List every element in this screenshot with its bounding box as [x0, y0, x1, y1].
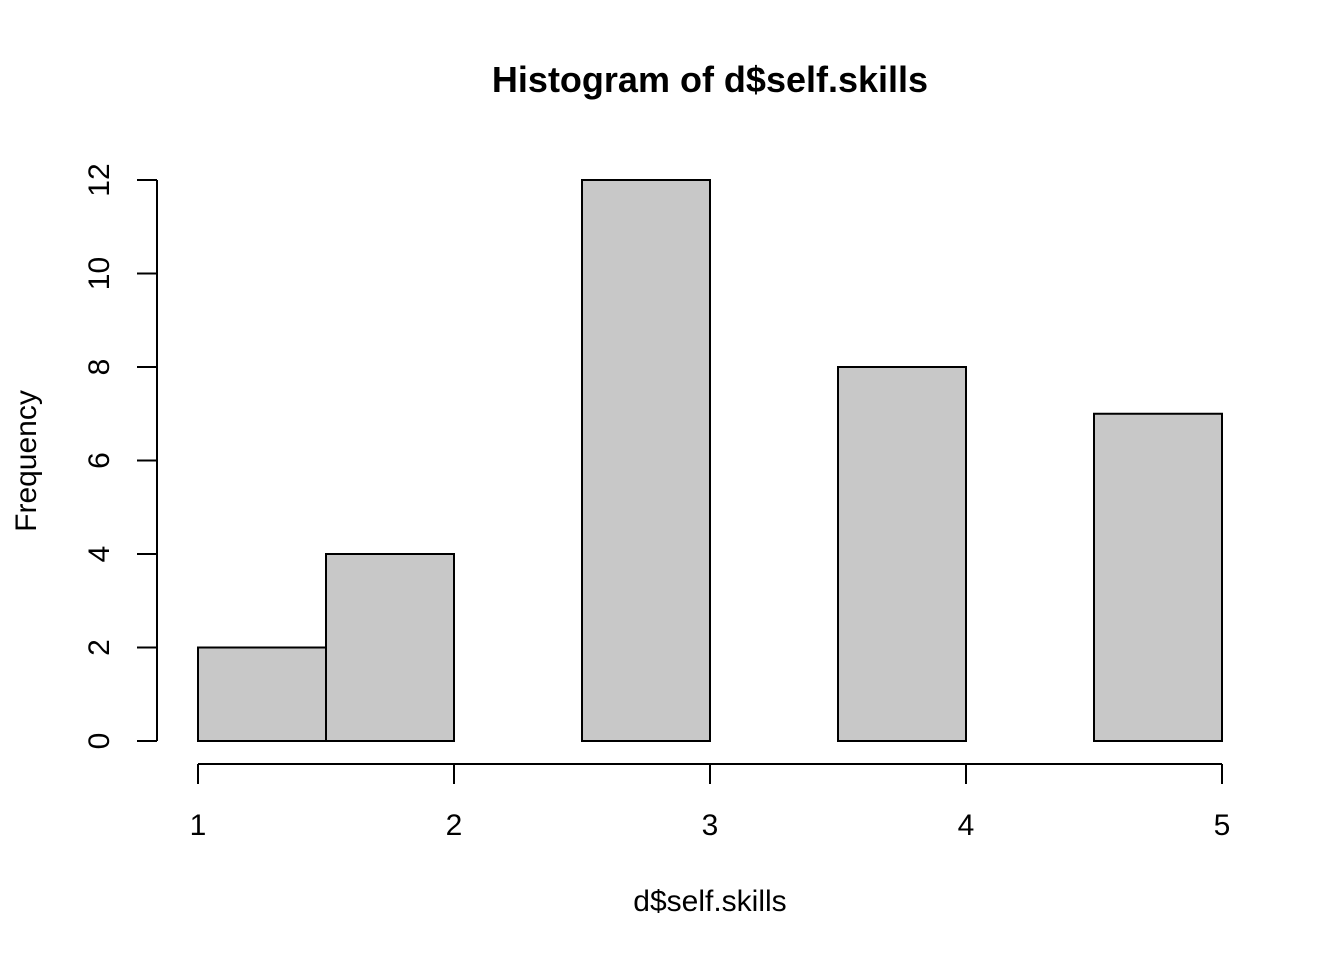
y-tick-label-6: 6	[83, 452, 116, 469]
histogram-bar-6	[837, 366, 967, 742]
x-axis-label: d$self.skills	[633, 885, 786, 918]
y-tick-label-12: 12	[83, 163, 116, 196]
y-tick-label-2: 2	[83, 639, 116, 656]
x-tick-label-1: 1	[190, 809, 207, 842]
bars-group	[197, 179, 1223, 742]
x-tick-label-2: 2	[446, 809, 463, 842]
histogram-bar-2	[325, 553, 455, 742]
x-tick-label-5: 5	[1214, 809, 1231, 842]
y-axis: 0 2 4 6 8 10 12	[83, 163, 158, 750]
histogram-bar-1	[197, 646, 327, 742]
chart-title: Histogram of d$self.skills	[492, 59, 928, 100]
x-axis: 1 2 3 4 5	[190, 763, 1231, 842]
x-tick-label-3: 3	[702, 809, 719, 842]
y-tick-label-4: 4	[83, 546, 116, 563]
y-tick-label-10: 10	[83, 257, 116, 290]
y-tick-label-0: 0	[83, 733, 116, 750]
y-axis-label: Frequency	[10, 390, 43, 532]
x-tick-label-4: 4	[958, 809, 975, 842]
y-tick-label-8: 8	[83, 359, 116, 376]
histogram-bar-4	[581, 179, 711, 742]
histogram-bar-8	[1093, 412, 1223, 742]
